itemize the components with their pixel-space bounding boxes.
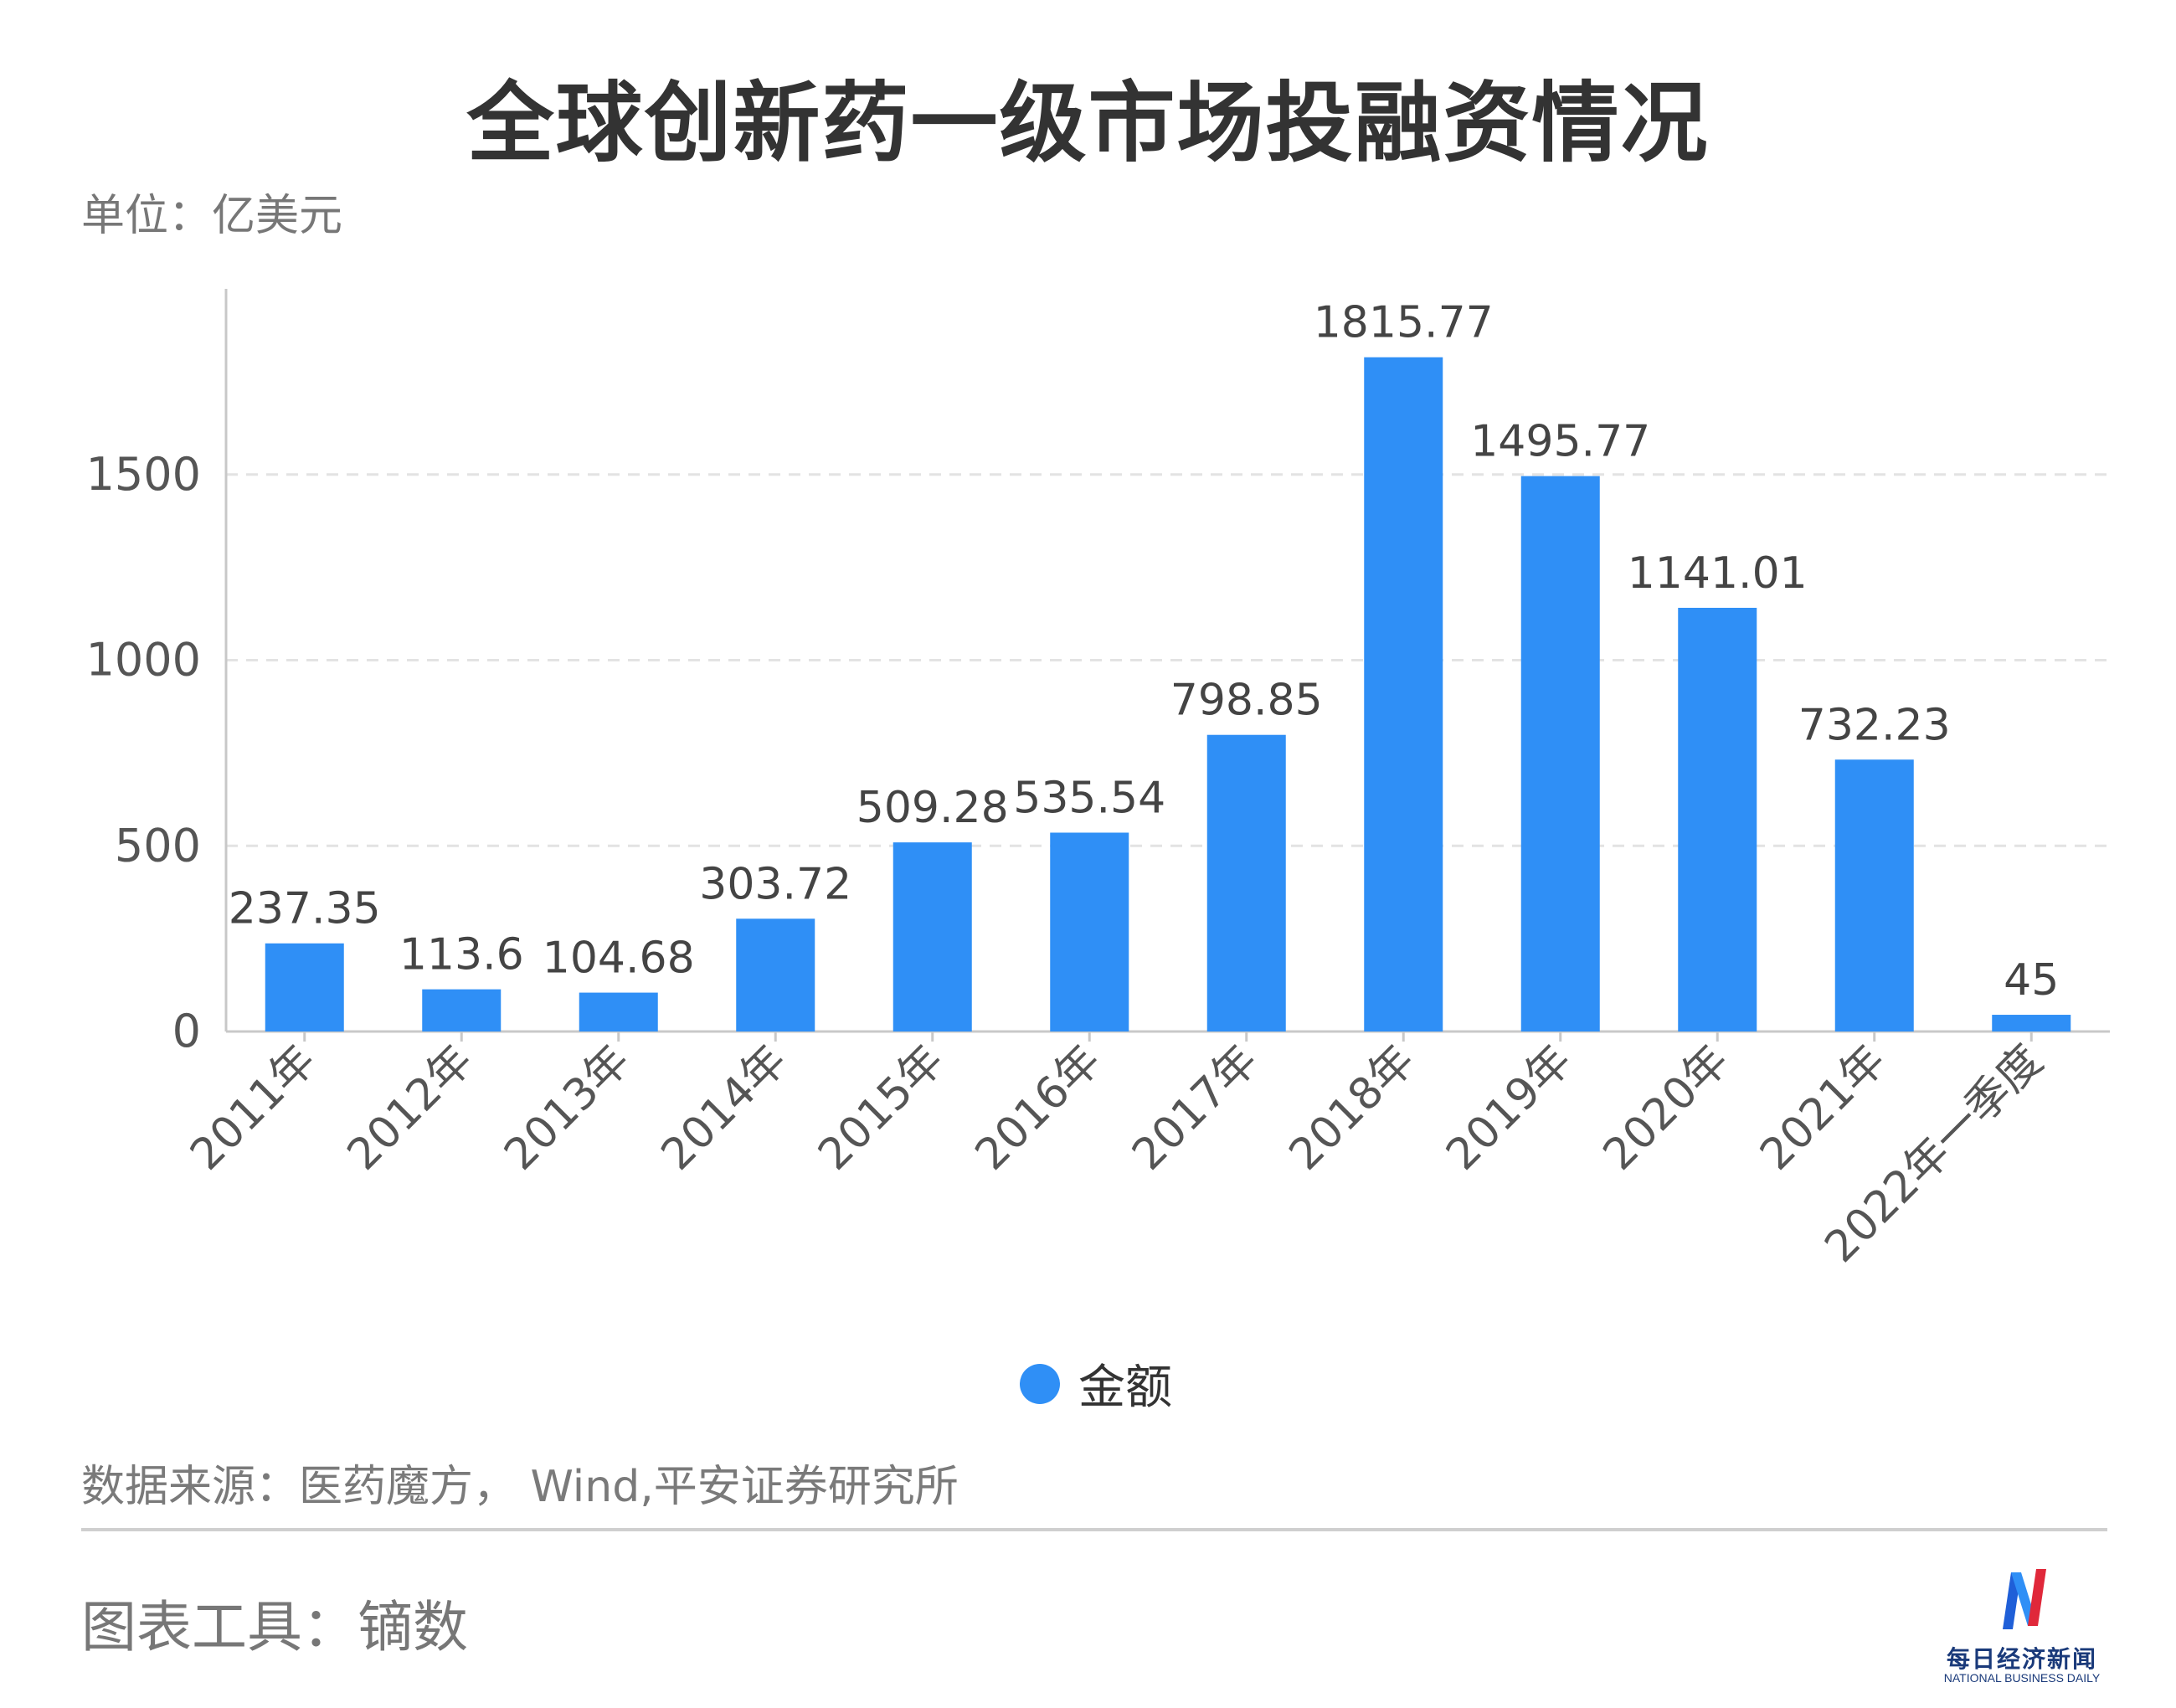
x-tick-label: 2021年	[1751, 1036, 1896, 1181]
data-label: 535.54	[1013, 773, 1165, 823]
x-tick-label: 2015年	[809, 1036, 954, 1181]
x-tick-label: 2019年	[1437, 1036, 1582, 1181]
x-tick-label: 2020年	[1594, 1036, 1739, 1181]
chart-title: 全球创新药一级市场投融资情况	[466, 72, 1710, 174]
data-label: 1141.01	[1628, 548, 1808, 599]
bar	[1206, 734, 1286, 1031]
bar	[579, 992, 658, 1031]
y-tick-label: 1000	[86, 634, 201, 687]
divider	[81, 1528, 2107, 1531]
x-tick-label: 2018年	[1280, 1036, 1425, 1181]
bar	[1992, 1015, 2071, 1031]
x-tick-label: 2017年	[1123, 1036, 1268, 1181]
data-label: 45	[2004, 955, 2059, 1006]
nbd-logo-icon	[2003, 1569, 2046, 1629]
data-label: 798.85	[1170, 676, 1323, 726]
x-tick-label: 2016年	[966, 1036, 1111, 1181]
data-label: 509.28	[857, 783, 1009, 833]
data-label: 104.68	[543, 934, 695, 984]
bar	[1520, 476, 1600, 1031]
bar	[265, 943, 344, 1031]
bar-chart: 0 500 1000 1500 237.35 2011年 113.6 2012年 104.68 2…	[86, 289, 2110, 1273]
bar	[1364, 357, 1443, 1031]
legend: 金额	[1020, 1350, 1172, 1417]
data-label: 1815.77	[1314, 298, 1494, 348]
data-label: 1495.77	[1470, 417, 1650, 467]
x-tick-label: 2013年	[495, 1036, 640, 1181]
y-tick-label: 0	[172, 1005, 201, 1057]
data-label: 113.6	[399, 930, 524, 980]
legend-label: 金额	[1078, 1361, 1172, 1415]
bar	[1834, 759, 1914, 1031]
bar	[893, 842, 972, 1031]
logo-name-cn: 每日经济新闻	[1946, 1645, 2097, 1673]
nbd-logo: 每日经济新闻 NATIONAL BUSINESS DAILY	[1926, 1566, 2118, 1691]
y-tick-label: 500	[115, 819, 201, 872]
x-tick-label: 2014年	[652, 1036, 797, 1181]
y-tick-label: 1500	[86, 448, 201, 501]
legend-marker	[1020, 1363, 1060, 1404]
chart-tool-credit: 图表工具：镝数	[81, 1595, 468, 1659]
bar	[736, 918, 815, 1031]
x-tick-label: 2012年	[338, 1036, 483, 1181]
x-tick-label: 2011年	[181, 1036, 326, 1181]
bar	[1050, 832, 1129, 1031]
bar	[422, 989, 502, 1031]
unit-label: 单位：亿美元	[81, 191, 343, 241]
data-label: 732.23	[1798, 700, 1951, 750]
bar	[1678, 607, 1757, 1031]
data-label: 237.35	[229, 884, 381, 934]
logo-name-en: NATIONAL BUSINESS DAILY	[1943, 1671, 2101, 1685]
data-source: 数据来源：医药魔方， Wind,平安证券研究所	[81, 1462, 959, 1512]
data-label: 303.72	[699, 859, 851, 909]
